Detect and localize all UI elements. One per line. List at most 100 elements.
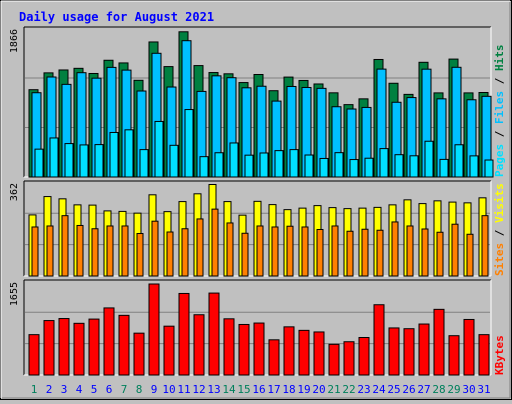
bar-pages-day-27 — [424, 140, 434, 178]
bar-kbytes-day-3 — [58, 318, 70, 376]
bar-pages-day-21 — [334, 152, 344, 178]
bar-kbytes-day-1 — [28, 334, 40, 376]
bar-sites-day-30 — [466, 233, 474, 277]
x-tick-label-17: 17 — [267, 383, 280, 396]
legend-entry: Visits — [493, 183, 506, 223]
bar-pages-day-12 — [199, 156, 209, 178]
bar-sites-day-19 — [301, 226, 309, 277]
bar-sites-day-11 — [181, 228, 189, 277]
bar-sites-day-16 — [256, 225, 264, 277]
bar-kbytes-day-17 — [268, 339, 280, 376]
bar-kbytes-day-19 — [298, 329, 310, 376]
bar-sites-day-25 — [391, 221, 399, 277]
bar-pages-day-2 — [49, 137, 59, 178]
bar-kbytes-day-6 — [103, 307, 115, 376]
bar-pages-day-1 — [34, 148, 44, 178]
bar-pages-day-4 — [79, 144, 89, 178]
x-tick-label-11: 11 — [177, 383, 190, 396]
bar-kbytes-day-11 — [178, 292, 190, 376]
bar-pages-day-6 — [109, 131, 119, 178]
x-tick-label-26: 26 — [402, 383, 415, 396]
x-tick-label-19: 19 — [297, 383, 310, 396]
bar-pages-day-30 — [469, 155, 479, 178]
x-tick-label-1: 1 — [31, 383, 38, 396]
legend-entry: Sites — [493, 243, 506, 276]
bar-kbytes-day-16 — [253, 322, 265, 376]
x-tick-label-27: 27 — [417, 383, 430, 396]
x-tick-label-16: 16 — [252, 383, 265, 396]
legend-separator: / — [493, 223, 506, 243]
bar-sites-day-1 — [31, 226, 39, 277]
legend-kbytes: KBytes — [493, 335, 506, 375]
legend-separator: / — [493, 71, 506, 91]
bar-pages-day-29 — [454, 144, 464, 178]
bar-kbytes-day-15 — [238, 323, 250, 376]
x-tick-label-22: 22 — [342, 383, 355, 396]
bar-kbytes-day-5 — [88, 318, 100, 376]
x-tick-label-24: 24 — [372, 383, 386, 396]
x-tick-label-25: 25 — [387, 383, 400, 396]
bar-kbytes-day-18 — [283, 326, 295, 376]
bar-pages-day-8 — [139, 149, 149, 178]
bar-kbytes-day-14 — [223, 318, 235, 376]
bar-sites-day-8 — [136, 233, 144, 277]
legend-entry: Hits — [493, 45, 506, 72]
bar-kbytes-day-13 — [208, 292, 220, 376]
bar-sites-day-10 — [166, 231, 174, 277]
bar-kbytes-day-21 — [328, 343, 340, 376]
bar-pages-day-15 — [244, 154, 254, 178]
bar-sites-day-13 — [211, 208, 219, 277]
bar-pages-day-23 — [364, 157, 374, 178]
bar-kbytes-day-31 — [478, 334, 490, 376]
bar-pages-day-13 — [214, 152, 224, 178]
bar-sites-day-29 — [451, 223, 459, 277]
legend-visits-sites: Sites / Visits — [493, 183, 506, 276]
bar-pages-day-28 — [439, 158, 449, 178]
bar-sites-day-12 — [196, 218, 204, 277]
bar-kbytes-day-10 — [163, 325, 175, 376]
bar-kbytes-day-12 — [193, 314, 205, 376]
x-tick-label-18: 18 — [282, 383, 295, 396]
panel-hits-files-pages: 1866 Pages / Files / Hits — [9, 26, 506, 178]
x-tick-label-9: 9 — [151, 383, 158, 396]
x-tick-label-12: 12 — [192, 383, 205, 396]
bar-sites-day-4 — [76, 224, 84, 277]
legend-entry: Pages — [493, 144, 506, 177]
bar-sites-day-27 — [421, 228, 429, 277]
bar-pages-day-11 — [184, 109, 194, 178]
bar-sites-day-18 — [286, 225, 294, 277]
legend-separator: / — [493, 124, 506, 144]
bar-sites-day-7 — [121, 225, 129, 277]
bar-kbytes-day-29 — [448, 335, 460, 376]
x-tick-label-5: 5 — [91, 383, 98, 396]
x-tick-label-10: 10 — [162, 383, 175, 396]
bar-sites-day-5 — [91, 228, 99, 277]
bar-kbytes-day-28 — [433, 308, 445, 376]
bar-sites-day-23 — [361, 228, 369, 277]
bar-sites-day-22 — [346, 230, 354, 277]
bar-pages-day-24 — [379, 148, 389, 178]
bar-sites-day-20 — [316, 228, 324, 277]
bar-pages-day-19 — [304, 154, 314, 178]
x-axis-labels: 1 2 3 4 5 6 7 8 9 10 11 12 13 14 15 16 17 18 19 20 21 22 23 24 2… — [31, 383, 491, 396]
bar-pages-day-9 — [154, 120, 164, 178]
x-tick-label-23: 23 — [357, 383, 370, 396]
bar-kbytes-day-25 — [388, 327, 400, 376]
max-value-label: 1866 — [9, 29, 20, 53]
bar-pages-day-14 — [229, 142, 239, 178]
bar-pages-day-20 — [319, 157, 329, 178]
x-tick-label-4: 4 — [76, 383, 83, 396]
legend-entry: Files — [493, 91, 506, 124]
bar-kbytes-day-4 — [73, 322, 85, 376]
bar-sites-day-14 — [226, 222, 234, 277]
x-tick-label-29: 29 — [447, 383, 460, 396]
bar-kbytes-day-30 — [463, 318, 475, 376]
bar-sites-day-26 — [406, 225, 414, 277]
bar-kbytes-day-8 — [133, 332, 145, 376]
bar-sites-day-15 — [241, 232, 249, 277]
bar-kbytes-day-20 — [313, 331, 325, 376]
max-value-label: 1655 — [9, 282, 20, 306]
x-tick-label-14: 14 — [222, 383, 236, 396]
bar-pages-day-18 — [289, 149, 299, 178]
